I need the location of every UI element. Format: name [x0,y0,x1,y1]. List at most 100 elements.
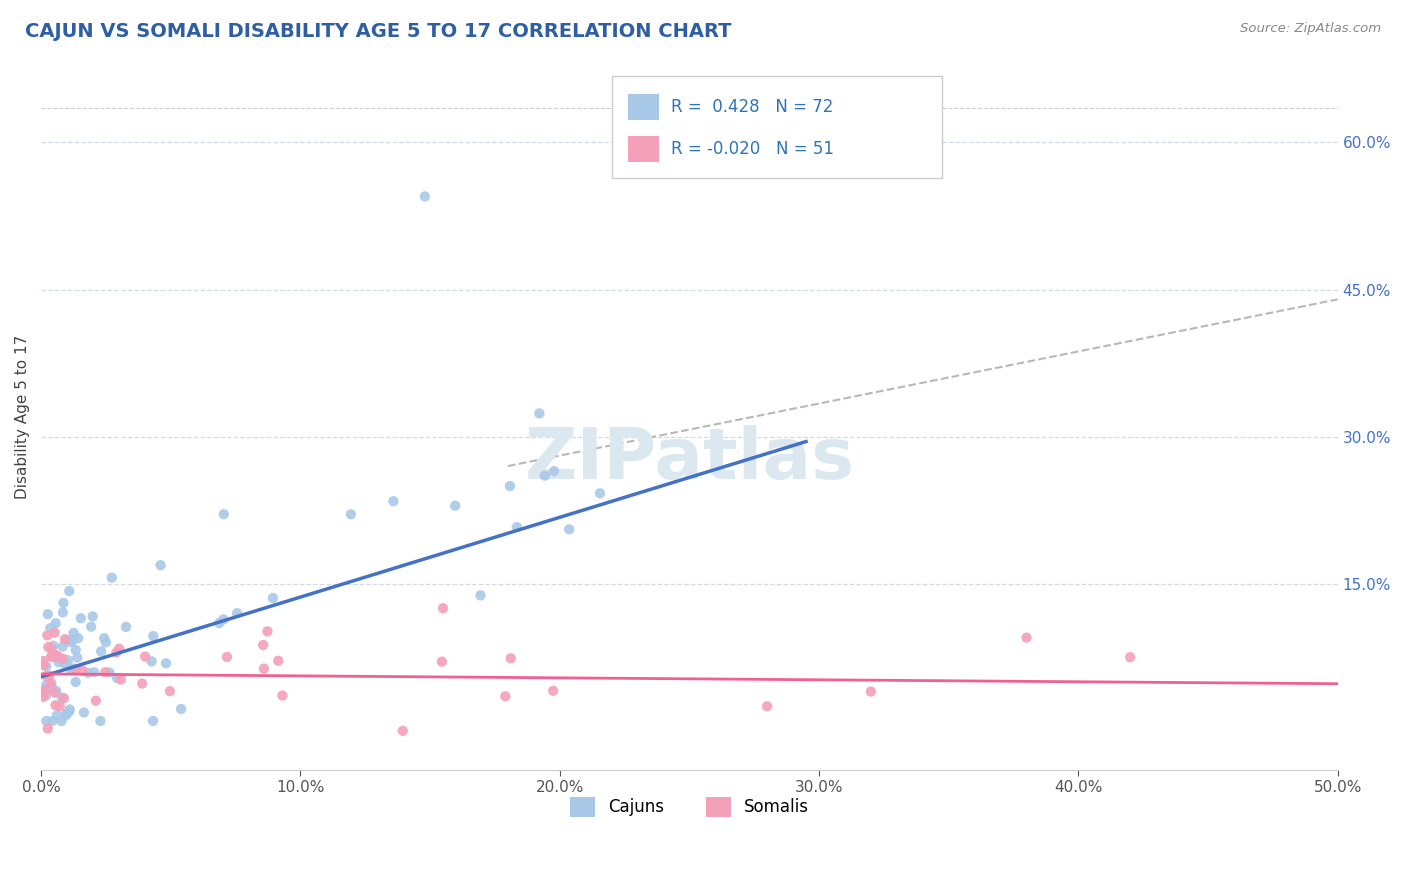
Point [32,654,55,668]
Point [77,665,100,680]
Point [35,688,58,702]
Point [65,643,87,657]
Point [141,654,163,668]
Point [59,702,82,716]
Point [44,625,66,640]
Point [432,601,454,615]
Text: R = -0.020   N = 51: R = -0.020 N = 51 [671,140,834,158]
Point [55,708,77,723]
Point [55,658,77,673]
Point [212,612,235,626]
Point [589,486,612,500]
Text: CAJUN VS SOMALI DISABILITY AGE 5 TO 17 CORRELATION CHART: CAJUN VS SOMALI DISABILITY AGE 5 TO 17 C… [25,22,731,41]
Point [108,641,131,656]
Point [534,468,557,483]
Point [756,699,779,714]
Point [52,651,75,665]
Point [215,650,238,665]
Point [56,706,79,721]
Point [470,589,492,603]
Point [55,632,77,647]
Point [69,611,91,625]
Point [37,607,59,622]
Point [52,640,75,654]
Point [45,616,67,631]
Point [52,596,75,610]
Point [41,681,63,695]
Point [32,690,55,704]
Legend: Cajuns, Somalis: Cajuns, Somalis [561,789,817,825]
Point [444,499,467,513]
Point [56,653,79,667]
Point [212,507,235,521]
Point [131,676,153,690]
Point [65,675,87,690]
Point [253,662,276,676]
Point [142,714,165,728]
Point [155,657,177,671]
Point [59,635,82,649]
Text: ZIPatlas: ZIPatlas [524,425,855,494]
Y-axis label: Disability Age 5 to 17: Disability Age 5 to 17 [15,334,30,500]
Point [94,635,117,649]
Point [267,654,290,668]
Point [38,669,60,683]
Point [53,632,76,647]
Point [52,605,75,619]
Point [37,640,59,654]
Point [46,649,69,664]
Text: R =  0.428   N = 72: R = 0.428 N = 72 [671,98,832,116]
Point [35,714,58,728]
Point [340,508,363,522]
Point [62,661,84,675]
Point [73,706,96,720]
Point [65,662,87,676]
Point [1015,631,1038,645]
Point [93,631,115,645]
Point [66,650,89,665]
Point [89,714,111,728]
Point [49,699,72,714]
Point [90,644,112,658]
Point [34,683,56,698]
Point [37,722,59,736]
Point [45,648,67,662]
Point [262,591,284,605]
Point [506,520,529,534]
Point [34,683,56,698]
Point [256,624,278,639]
Point [58,584,80,599]
Point [105,671,128,685]
Point [35,669,58,683]
Point [170,702,193,716]
Point [382,494,405,508]
Point [98,665,121,680]
Point [541,683,564,698]
Point [1119,650,1142,665]
Point [42,650,65,665]
Point [142,629,165,643]
Point [115,620,138,634]
Point [32,658,55,673]
Point [271,689,294,703]
Point [46,708,69,723]
Point [42,639,65,653]
Point [499,651,522,665]
Point [543,464,565,478]
Point [80,620,103,634]
Point [558,522,581,536]
Point [67,632,90,646]
Point [45,684,67,698]
Point [39,641,62,656]
Point [39,649,62,664]
Point [134,649,156,664]
Point [35,678,58,692]
Point [859,684,882,698]
Point [44,698,66,713]
Text: Source: ZipAtlas.com: Source: ZipAtlas.com [1240,22,1381,36]
Point [51,690,73,705]
Point [208,615,231,630]
Point [499,479,522,493]
Point [83,665,105,680]
Point [72,664,94,678]
